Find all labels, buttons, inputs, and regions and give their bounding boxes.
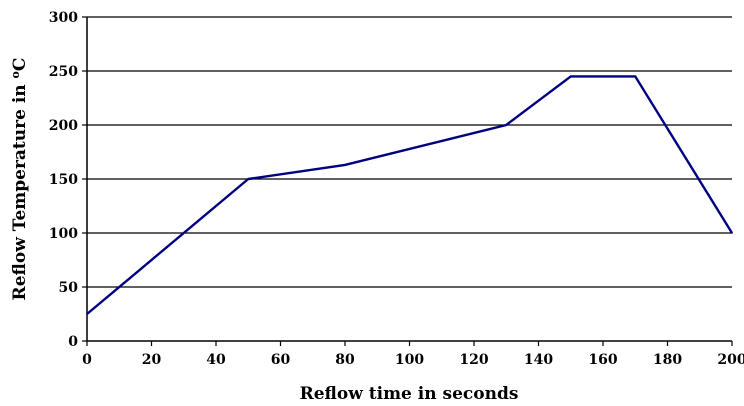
x-tick-label: 40 [206, 352, 226, 368]
y-tick-label: 100 [49, 226, 78, 242]
y-axis-title-degree: o [9, 71, 22, 78]
x-tick-label: 140 [524, 352, 553, 368]
x-tick-label: 60 [271, 352, 291, 368]
data-point [569, 75, 572, 78]
data-point [86, 313, 88, 315]
x-tick-label: 100 [395, 352, 424, 368]
gridlines [87, 16, 732, 288]
x-tick-labels: 0 20 40 60 80 100 120 140 160 180 200 [82, 352, 744, 368]
x-tick-label: 80 [335, 352, 355, 368]
x-tick-label: 160 [588, 352, 617, 368]
x-tick-label: 0 [82, 352, 92, 368]
x-tick-label: 20 [142, 352, 162, 368]
y-tick-label: 150 [49, 172, 78, 188]
x-tick-label: 120 [459, 352, 488, 368]
data-point [247, 178, 250, 180]
y-tick-label: 300 [49, 10, 78, 26]
y-axis-title-prefix: Reflow Temperature in [10, 78, 30, 300]
y-axis-title-unit: C [10, 58, 30, 72]
data-point [344, 164, 346, 166]
series-line [86, 75, 734, 315]
data-point [505, 124, 508, 126]
x-axis-title: Reflow time in seconds [300, 384, 519, 404]
x-tick-label: 200 [717, 352, 744, 368]
x-tick-label: 180 [653, 352, 682, 368]
y-tick-label: 250 [49, 64, 78, 80]
y-tick-label: 0 [68, 334, 78, 350]
data-point [731, 232, 733, 234]
y-tick-labels: 0 50 100 150 200 250 300 [49, 10, 78, 350]
y-tick-label: 50 [59, 280, 79, 296]
y-tick-label: 200 [49, 118, 78, 134]
tick-marks [82, 16, 733, 346]
series-layer [86, 75, 734, 315]
y-axis-title: Reflow Temperature in oC [9, 58, 30, 301]
data-point [634, 75, 637, 78]
